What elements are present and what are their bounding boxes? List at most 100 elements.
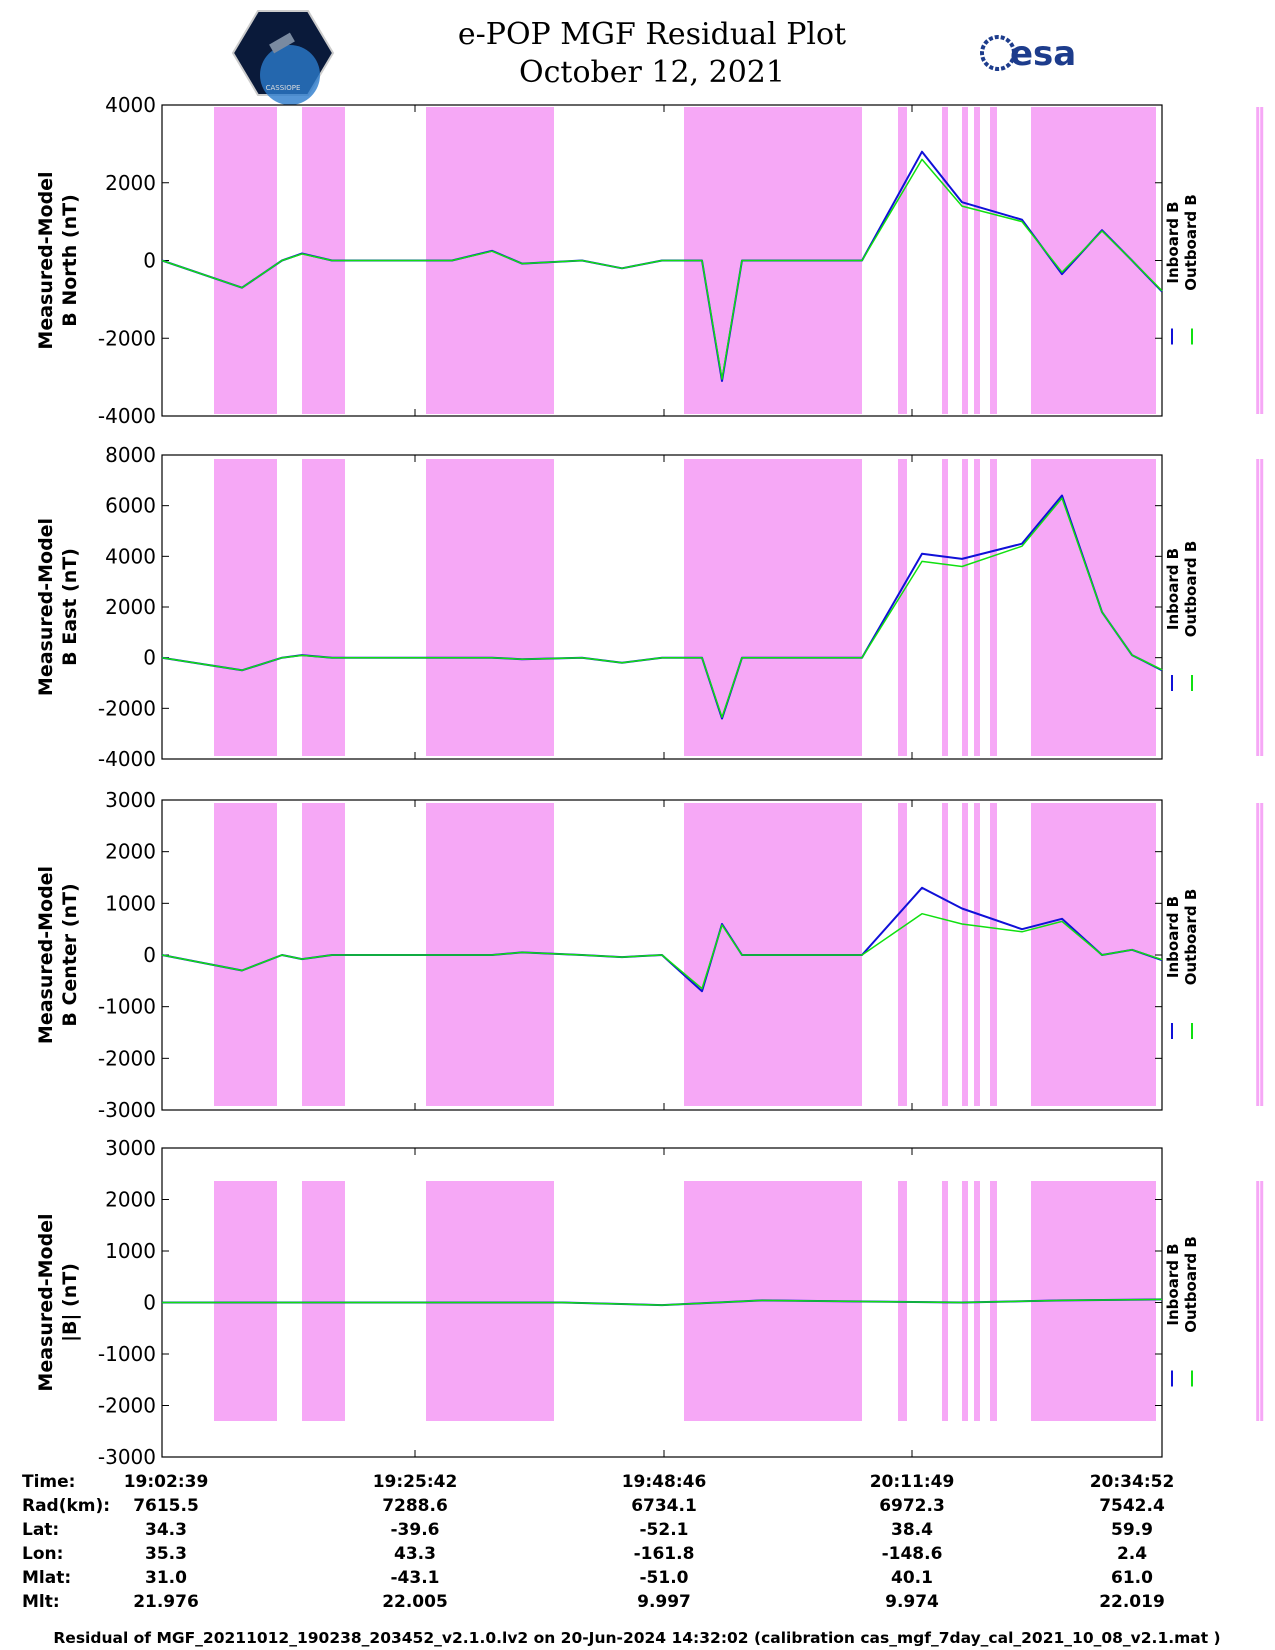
y-axis-label: Measured-Model B North (nT) [35,171,81,349]
shaded-interval [1031,107,1156,414]
shaded-interval [942,1181,948,1421]
orbit-cell: 19:25:42 [373,1472,458,1492]
y-tick-label: 3000 [105,788,156,812]
shaded-interval [1256,107,1260,414]
shaded-interval [214,107,277,414]
series-outboard [161,912,1163,990]
y-axis-label-line: B East (nT) [59,548,81,666]
y-tick-label: 4000 [105,544,156,568]
footer-caption: Residual of MGF_20211012_190238_203452_v… [53,1629,1220,1647]
legend: Inboard BOutboard B [1164,194,1200,291]
legend: Inboard BOutboard B [1164,1236,1200,1333]
shaded-interval [990,107,997,414]
y-axis-label: Measured-Model |B| (nT) [35,1213,81,1391]
shaded-interval [214,459,277,756]
y-tick-label: 4000 [105,93,156,117]
left-logo-text: CASSIOPE [266,84,301,92]
orbit-row-label: Time: [22,1472,75,1492]
orbit-cell: 20:11:49 [870,1472,955,1492]
shaded-interval [214,803,277,1106]
y-axis-label-line: Measured-Model [35,518,57,696]
y-tick-label: -1000 [98,1342,156,1366]
orbit-cell: -148.6 [882,1544,943,1564]
shaded-interval [974,1181,980,1421]
orbit-cell: 19:02:39 [124,1472,209,1492]
y-tick-label: -4000 [98,747,156,771]
esa-logo-text: esa [1010,34,1076,74]
shaded-interval [214,1181,277,1421]
y-tick-label: -4000 [98,404,156,428]
shaded-interval [974,459,980,756]
orbit-row-label: Lat: [22,1520,59,1540]
legend-entry: Outboard B [1182,889,1200,986]
orbit-row-label: Rad(km): [22,1496,110,1516]
orbit-cell: -161.8 [634,1544,695,1564]
y-axis-label-line: Measured-Model [35,171,57,349]
shaded-interval [974,803,980,1106]
shaded-interval [1260,107,1264,414]
shaded-interval [1260,803,1264,1106]
shaded-interval [1256,459,1260,756]
y-axis-label-line: B Center (nT) [59,883,81,1026]
y-tick-label: 1000 [105,1239,156,1263]
orbit-cell: 21.976 [133,1592,199,1612]
shaded-interval [1260,1181,1264,1421]
y-tick-label: -2000 [98,696,156,720]
y-tick-label: 2000 [105,171,156,195]
y-tick-label: -1000 [98,995,156,1019]
shaded-interval [990,803,997,1106]
shaded-interval [962,803,968,1106]
orbit-cell: 9.997 [637,1592,691,1612]
orbit-cell: 2.4 [1117,1544,1147,1564]
panel-1: 4000 2000 0 -2000 -4000 Measured-Model B North… [35,93,1264,428]
y-tick-label: 8000 [105,443,156,467]
orbit-row-label: Mlt: [22,1592,60,1612]
shaded-interval [1031,803,1156,1106]
orbit-cell: 7615.5 [133,1496,199,1516]
y-tick-label: -3000 [98,1098,156,1122]
shaded-interval [302,459,345,756]
shaded-interval [684,459,862,756]
orbit-cell: -39.6 [391,1520,440,1540]
shaded-interval [1031,459,1156,756]
orbit-cell: -51.0 [640,1568,689,1588]
shaded-interval [962,107,968,414]
orbit-cell: 6972.3 [879,1496,945,1516]
y-axis-label-line: B North (nT) [59,194,81,327]
orbit-cell: 20:34:52 [1090,1472,1175,1492]
esa-logo: esa [980,34,1076,74]
y-axis-label: Measured-Model B Center (nT) [35,866,81,1044]
shaded-interval [1260,459,1264,756]
y-axis-label: Measured-Model B East (nT) [35,518,81,696]
orbit-row-label: Lon: [22,1544,63,1564]
shaded-interval [426,459,554,756]
y-tick-label: 0 [143,646,156,670]
shaded-interval [990,459,997,756]
orbit-cell: 31.0 [145,1568,187,1588]
left-logo: CASSIOPE [231,10,335,105]
legend-entry: Inboard B [1164,1243,1182,1325]
y-axis-label-line: |B| (nT) [59,1263,81,1342]
legend: Inboard BOutboard B [1164,541,1200,638]
shaded-interval [962,1181,968,1421]
series-outboard [161,158,1163,380]
orbit-cell: 7542.4 [1099,1496,1165,1516]
y-tick-label: 2000 [105,1188,156,1212]
shaded-interval [942,107,948,414]
shaded-interval [898,803,907,1106]
orbit-table: Time: Rad(km): Lat: Lon: Mlat: Mlt: 19:02:39 76… [22,1472,1174,1612]
shaded-interval [942,459,948,756]
chart-date: October 12, 2021 [519,55,785,90]
y-tick-label: 3000 [105,1136,156,1160]
y-tick-label: -3000 [98,1445,156,1469]
panel-2: 8000 6000 4000 2000 0 -2000 -4000 Measured-Mode… [35,443,1264,771]
legend-entry: Inboard B [1164,201,1182,283]
orbit-cell: -52.1 [640,1520,689,1540]
y-tick-label: 0 [143,943,156,967]
legend-entry: Inboard B [1164,548,1182,630]
shaded-interval [962,459,968,756]
y-tick-label: 0 [143,249,156,273]
legend-entry: Outboard B [1182,194,1200,291]
orbit-cell: 59.9 [1111,1520,1153,1540]
